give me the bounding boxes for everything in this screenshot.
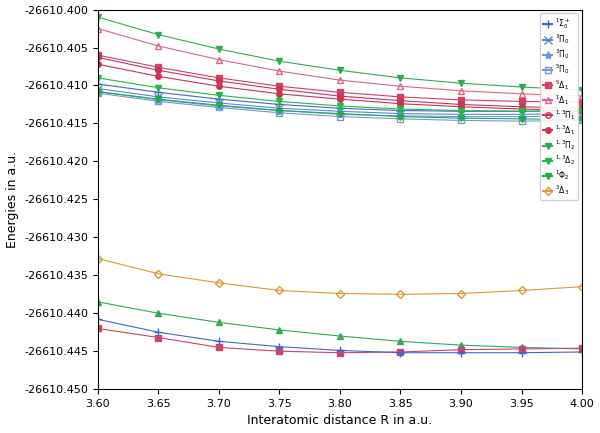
X-axis label: Interatomic distance R in a.u.: Interatomic distance R in a.u. — [247, 414, 433, 427]
Legend: $^1\Sigma_0^+$, $^3\Pi_0$, $^3\Pi_0$, $^5\Pi_0$, $^5\Delta_1$, $^1\Delta_1$, $^{: $^1\Sigma_0^+$, $^3\Pi_0$, $^3\Pi_0$, $^… — [540, 13, 578, 200]
Y-axis label: Energies in a.u.: Energies in a.u. — [5, 151, 19, 248]
